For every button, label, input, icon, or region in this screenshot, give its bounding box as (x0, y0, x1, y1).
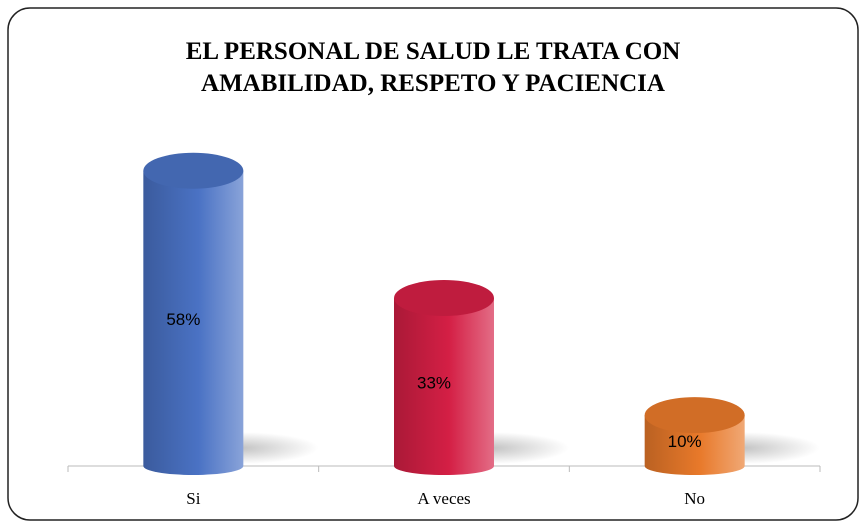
x-tick-label: No (684, 489, 705, 508)
value-label: 10% (668, 432, 702, 451)
chart-title: EL PERSONAL DE SALUD LE TRATA CON AMABIL… (185, 38, 681, 97)
x-tick-label: Si (186, 489, 200, 508)
bar (644, 397, 745, 475)
bar (143, 152, 244, 475)
frame (7, 7, 859, 521)
bar-top (394, 280, 494, 317)
bar (394, 280, 494, 475)
bar-body (394, 298, 494, 475)
bar-body (143, 170, 244, 475)
bar-top (644, 397, 745, 434)
bar-top (143, 152, 244, 189)
value-label: 58% (166, 310, 200, 329)
x-tick-label: A veces (417, 489, 470, 508)
value-label: 33% (417, 373, 451, 392)
